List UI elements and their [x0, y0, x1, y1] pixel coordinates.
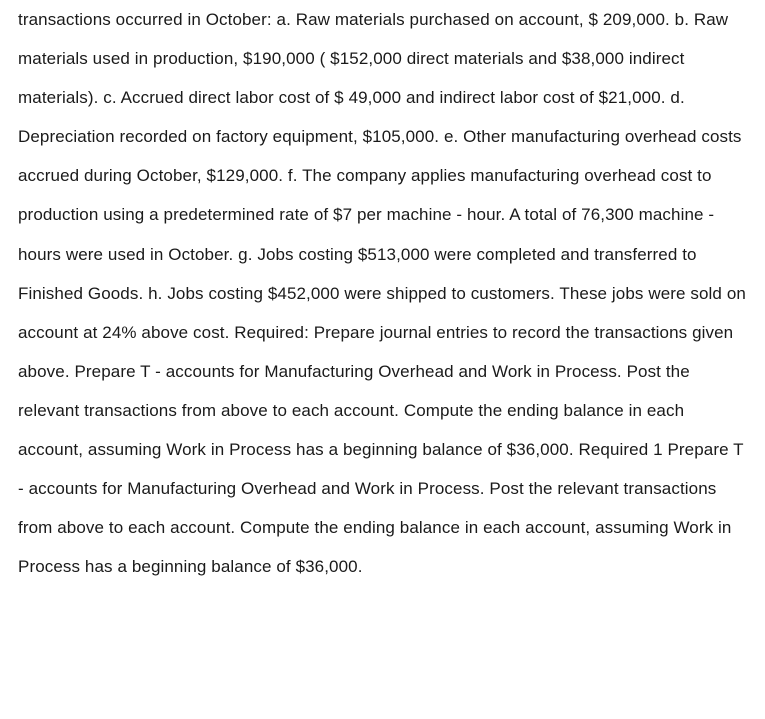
problem-text: transactions occurred in October: a. Raw…	[0, 0, 765, 606]
